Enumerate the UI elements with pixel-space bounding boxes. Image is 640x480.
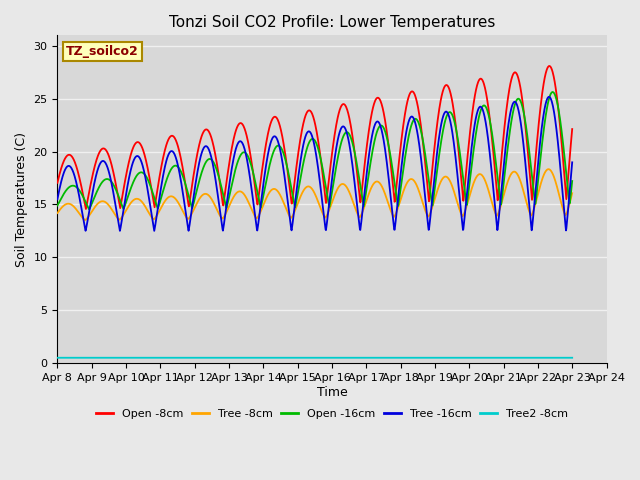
Legend: Open -8cm, Tree -8cm, Open -16cm, Tree -16cm, Tree2 -8cm: Open -8cm, Tree -8cm, Open -16cm, Tree -… xyxy=(92,404,572,423)
Y-axis label: Soil Temperatures (C): Soil Temperatures (C) xyxy=(15,132,28,267)
X-axis label: Time: Time xyxy=(317,385,348,398)
Text: TZ_soilco2: TZ_soilco2 xyxy=(66,45,138,58)
Title: Tonzi Soil CO2 Profile: Lower Temperatures: Tonzi Soil CO2 Profile: Lower Temperatur… xyxy=(169,15,495,30)
